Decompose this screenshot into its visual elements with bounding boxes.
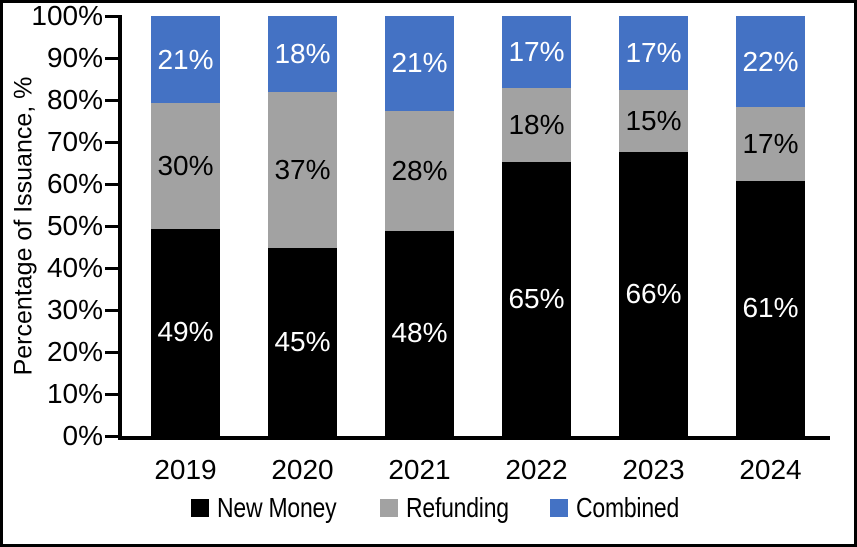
segment-new-money: 49% bbox=[151, 228, 220, 436]
bar-value-label: 21% bbox=[157, 43, 214, 75]
bar-value-label: 61% bbox=[742, 292, 799, 324]
bar-2023: 17% 15% 66% bbox=[619, 16, 688, 436]
segment-combined: 17% bbox=[502, 16, 571, 89]
legend-swatch-icon bbox=[549, 499, 568, 517]
segment-refunding: 37% bbox=[268, 92, 337, 249]
legend-swatch-icon bbox=[190, 499, 209, 517]
y-tick-label: 10% bbox=[46, 378, 103, 409]
segment-refunding: 15% bbox=[619, 90, 688, 153]
legend-label: Refunding bbox=[406, 492, 510, 523]
legend-label: New Money bbox=[216, 492, 337, 523]
stacked-bar-chart: Percentage of Issuance, % 0% 10% 20% 30% 40%… bbox=[3, 3, 854, 544]
bar-value-label: 22% bbox=[742, 45, 799, 77]
y-tick-label: 90% bbox=[46, 42, 103, 73]
bar-2022: 17% 18% 65% bbox=[502, 16, 571, 436]
bar-value-label: 48% bbox=[391, 317, 448, 349]
segment-new-money: 45% bbox=[268, 248, 337, 436]
y-tick-mark bbox=[105, 15, 118, 18]
y-tick-label: 100% bbox=[31, 0, 103, 31]
y-tick-mark bbox=[105, 267, 118, 270]
segment-new-money: 61% bbox=[736, 180, 805, 436]
y-tick-mark bbox=[105, 183, 118, 186]
bar-value-label: 45% bbox=[274, 326, 331, 358]
bar-value-label: 30% bbox=[157, 150, 214, 182]
segment-combined: 21% bbox=[151, 16, 220, 104]
segment-new-money: 66% bbox=[619, 152, 688, 436]
bar-value-label: 18% bbox=[274, 38, 331, 69]
bar-value-label: 37% bbox=[274, 154, 331, 186]
segment-new-money: 65% bbox=[502, 161, 571, 436]
y-tick-label: 60% bbox=[46, 168, 103, 199]
y-tick-mark bbox=[105, 435, 118, 438]
segment-new-money: 48% bbox=[385, 230, 454, 436]
bar-value-label: 17% bbox=[625, 37, 682, 69]
segment-combined: 17% bbox=[619, 16, 688, 91]
bar-value-label: 49% bbox=[157, 316, 214, 348]
segment-refunding: 30% bbox=[151, 103, 220, 229]
x-category-label: 2022 bbox=[505, 454, 568, 485]
y-tick-mark bbox=[105, 309, 118, 312]
y-tick-label: 0% bbox=[62, 420, 103, 451]
y-tick-label: 20% bbox=[46, 336, 103, 367]
x-category-label: 2021 bbox=[388, 454, 451, 485]
y-tick-mark bbox=[105, 351, 118, 354]
bar-value-label: 65% bbox=[508, 282, 565, 314]
y-tick-label: 40% bbox=[46, 252, 103, 283]
x-axis-line bbox=[118, 436, 830, 440]
y-tick-label: 30% bbox=[46, 294, 103, 325]
y-tick-mark bbox=[105, 57, 118, 60]
bar-value-label: 15% bbox=[625, 105, 682, 137]
segment-combined: 18% bbox=[268, 16, 337, 93]
y-tick-mark bbox=[105, 141, 118, 144]
y-tick-mark bbox=[105, 393, 118, 396]
bar-value-label: 18% bbox=[508, 108, 565, 140]
bar-2020: 18% 37% 45% bbox=[268, 16, 337, 436]
legend: New Money Refunding Combined bbox=[90, 493, 802, 523]
y-tick-label: 80% bbox=[46, 84, 103, 115]
legend-label: Combined bbox=[575, 492, 679, 523]
x-category-label: 2019 bbox=[154, 454, 217, 485]
segment-refunding: 18% bbox=[502, 88, 571, 162]
bar-value-label: 28% bbox=[391, 154, 448, 186]
y-axis-line bbox=[118, 15, 122, 440]
bar-2021: 21% 28% 48% bbox=[385, 16, 454, 436]
bar-2019: 21% 30% 49% bbox=[151, 16, 220, 436]
legend-item-combined: Combined bbox=[549, 492, 702, 523]
bar-value-label: 17% bbox=[508, 36, 565, 68]
legend-swatch-icon bbox=[380, 499, 399, 517]
bar-value-label: 66% bbox=[625, 278, 682, 310]
segment-combined: 22% bbox=[736, 16, 805, 108]
segment-refunding: 28% bbox=[385, 110, 454, 231]
bar-2024: 22% 17% 61% bbox=[736, 16, 805, 436]
x-category-label: 2024 bbox=[739, 454, 802, 485]
bar-value-label: 21% bbox=[391, 47, 448, 79]
segment-combined: 21% bbox=[385, 16, 454, 111]
x-category-label: 2023 bbox=[622, 454, 685, 485]
legend-item-new-money: New Money bbox=[190, 492, 363, 523]
y-tick-mark bbox=[105, 225, 118, 228]
segment-refunding: 17% bbox=[736, 107, 805, 181]
x-category-label: 2020 bbox=[271, 454, 334, 485]
y-tick-label: 50% bbox=[46, 210, 103, 241]
y-tick-mark bbox=[105, 99, 118, 102]
y-tick-label: 70% bbox=[46, 126, 103, 157]
bar-value-label: 17% bbox=[742, 127, 799, 159]
legend-item-refunding: Refunding bbox=[380, 494, 531, 522]
